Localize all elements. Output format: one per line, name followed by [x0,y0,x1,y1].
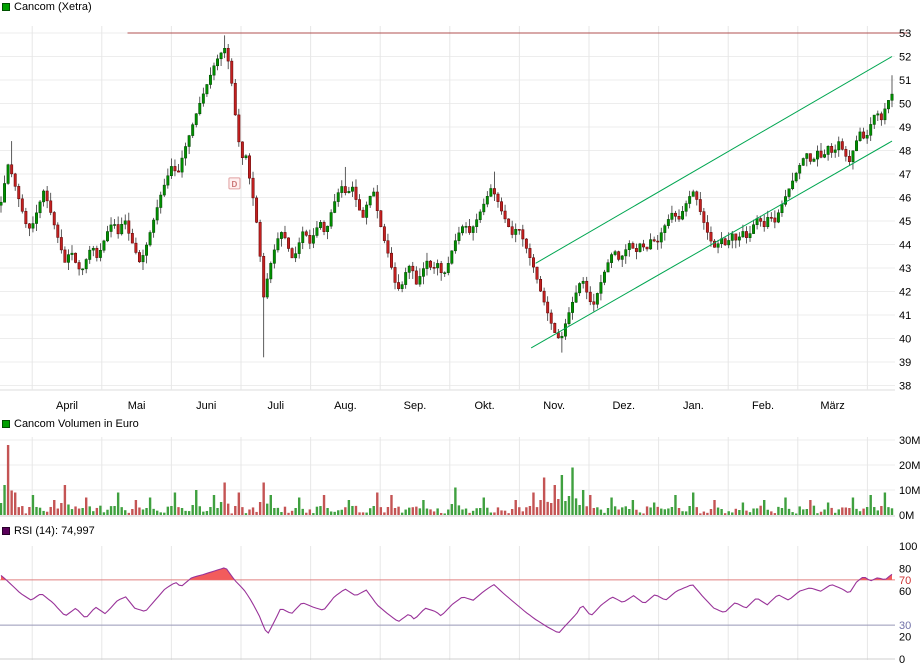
price-candlestick-panel[interactable]: D [0,32,908,358]
candles [0,35,894,358]
price-series-swatch-icon [2,3,10,11]
axis-tick-label: 60 [899,586,911,598]
axis-tick-label: 47 [899,169,911,181]
axis-tick-label: Juni [196,400,216,412]
axis-tick-label: 39 [899,357,911,369]
rsi-overbought-fill [1,568,892,580]
axis-tick-label: 41 [899,310,911,322]
axis-tick-label: 49 [899,122,911,134]
axis-tick-label: 20M [899,460,920,472]
axis-tick-label: Jan. [683,400,704,412]
axis-tick-label: 100 [899,541,917,553]
axis-tick-label: 44 [899,240,911,252]
volume-panel-title: Cancom Volumen in Euro [14,418,139,430]
axis-tick-label: 42 [899,287,911,299]
axis-tick-label: März [820,400,844,412]
trend-channel-line [530,140,893,349]
axis-tick-label: 53 [899,28,911,40]
axis-tick-label: 38 [899,381,911,393]
axis-tick-label: 45 [899,216,911,228]
axis-tick-label: Sep. [404,400,427,412]
axis-tick-label: 20 [899,631,911,643]
rsi-line-panel[interactable] [0,567,895,671]
axis-tick-label: Mai [128,400,146,412]
price-panel-title: Cancom (Xetra) [14,1,92,13]
axis-tick-label: 51 [899,75,911,87]
axis-tick-label: Juli [268,400,285,412]
svg-text:D: D [232,180,238,189]
axis-tick-label: 30M [899,435,920,447]
rsi-series-swatch-icon [2,527,10,535]
axis-tick-label: 80 [899,564,911,576]
axis-tick-label: April [56,400,78,412]
dividend-marker[interactable]: D [228,177,241,190]
axis-tick-label: 70 [899,575,911,587]
volume-series-swatch-icon [2,420,10,428]
volume-panel-header: Cancom Volumen in Euro [2,418,139,430]
axis-labels: 53 52 51 50 49 48 47 46 45 44 43 42 41 40 39 38 April Mai… [56,28,920,666]
axis-tick-label: 0 [899,654,905,666]
trend-channel-line [535,56,893,264]
gridlines [0,26,895,660]
axis-tick-label: Aug. [334,400,357,412]
rsi-panel-title: RSI (14): 74,997 [14,525,95,537]
axis-tick-label: 50 [899,99,911,111]
axis-tick-label: 0M [899,510,914,522]
price-panel-header: Cancom (Xetra) [2,1,92,13]
axis-tick-label: Okt. [475,400,495,412]
volume-bar-panel[interactable] [0,445,895,517]
rsi-panel-header: RSI (14): 74,997 [2,525,95,537]
axis-tick-label: 10M [899,485,920,497]
axis-tick-label: 48 [899,146,911,158]
axis-tick-label: 30 [899,620,911,632]
axis-tick-label: 43 [899,263,911,275]
rsi-line [0,567,893,634]
axis-tick-label: Feb. [752,400,774,412]
axis-tick-label: Nov. [543,400,565,412]
axis-tick-label: 46 [899,193,911,205]
axis-tick-label: Dez. [612,400,635,412]
axis-tick-label: 52 [899,52,911,64]
axis-tick-label: 40 [899,334,911,346]
